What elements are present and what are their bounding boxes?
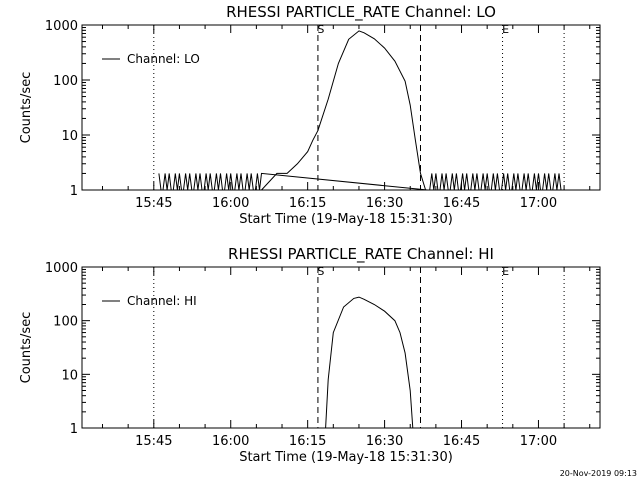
x-tick-label: 17:00: [520, 196, 557, 211]
series-line: [325, 296, 414, 429]
y-tick-label: 10: [61, 129, 78, 144]
y-axis-label: Counts/sec: [19, 72, 34, 144]
y-tick-label: 100: [53, 74, 78, 89]
y-tick-label: 10: [61, 368, 78, 383]
legend-label: Channel: LO: [127, 52, 200, 66]
x-tick-label: 16:30: [366, 196, 403, 211]
footer-timestamp: 20-Nov-2019 09:13: [560, 469, 637, 478]
x-tick-label: 15:45: [135, 434, 172, 449]
series-line: [261, 30, 427, 191]
x-tick-label: 16:45: [443, 434, 480, 449]
x-tick-label: 16:45: [443, 196, 480, 211]
time-marker-label: E: [502, 265, 509, 278]
y-tick-label: 1: [70, 422, 78, 437]
y-tick-label: 1: [70, 184, 78, 199]
y-tick-label: 1000: [45, 19, 78, 34]
y-tick-label: 100: [53, 315, 78, 330]
chart-title: RHESSI PARTICLE_RATE Channel: HI: [228, 245, 494, 264]
plot-frame: [81, 266, 601, 429]
x-axis-label: Start Time (19-May-18 15:31:30): [239, 450, 453, 465]
x-tick-label: 16:15: [289, 196, 326, 211]
x-tick-label: 16:00: [212, 434, 249, 449]
x-tick-label: 16:30: [366, 434, 403, 449]
y-tick-label: 1000: [45, 261, 78, 276]
time-marker-label: S: [317, 23, 324, 36]
plot-frame: [81, 24, 601, 191]
chart-title: RHESSI PARTICLE_RATE Channel: LO: [226, 3, 496, 22]
time-marker-label: E: [502, 23, 509, 36]
x-tick-label: 15:45: [135, 196, 172, 211]
time-marker-label: S: [317, 265, 324, 278]
x-axis-label: Start Time (19-May-18 15:31:30): [239, 212, 453, 227]
x-tick-label: 17:00: [520, 434, 557, 449]
legend-label: Channel: HI: [127, 294, 197, 308]
y-axis-label: Counts/sec: [19, 312, 34, 384]
x-tick-label: 16:00: [212, 196, 249, 211]
x-tick-label: 16:15: [289, 434, 326, 449]
series-background-line: [158, 172, 564, 191]
chart-panel-hi: RHESSI PARTICLE_RATE Channel: HI 1 10 100 10…: [19, 245, 601, 465]
chart-panel-lo: RHESSI PARTICLE_RATE Channel: LO 1 10 100 10…: [19, 3, 601, 227]
